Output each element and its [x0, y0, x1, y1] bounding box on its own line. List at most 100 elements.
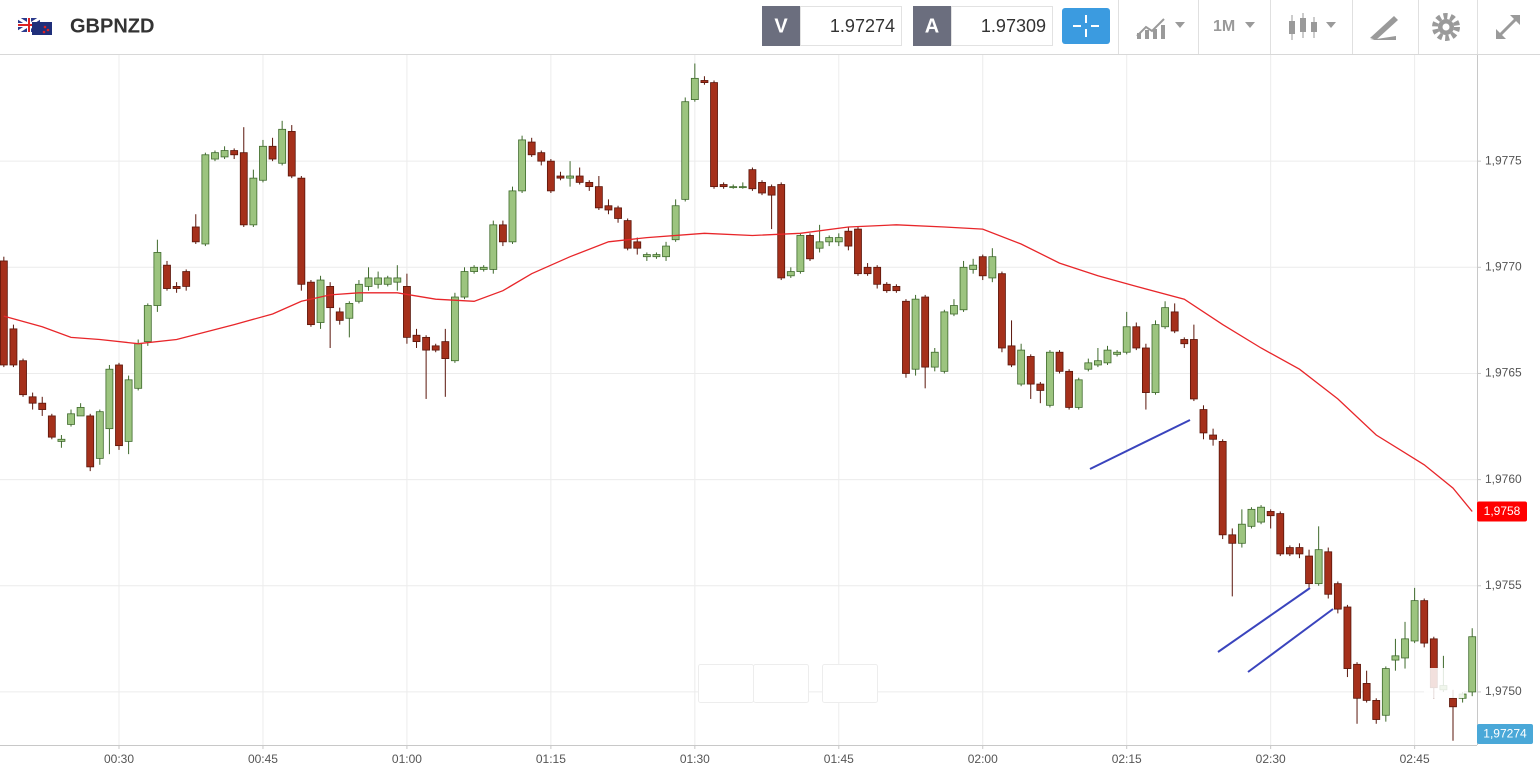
candle-body: [1122, 326, 1131, 353]
candle-body: [921, 296, 930, 368]
candle-body: [834, 237, 843, 243]
candle-body: [1094, 360, 1102, 366]
candle-body: [1324, 551, 1333, 595]
candle-body: [57, 438, 66, 442]
candle-body: [690, 77, 699, 100]
sell-button[interactable]: [762, 6, 800, 46]
candle-body: [383, 277, 392, 285]
candle-body: [585, 181, 594, 188]
y-tick-label: 1,9750: [1485, 684, 1522, 698]
candle-body: [844, 230, 853, 247]
candle-body: [220, 150, 229, 158]
candle-body: [95, 411, 104, 459]
candle-body: [105, 368, 114, 430]
buy-button[interactable]: [913, 6, 951, 46]
ma-price-label: 1,9758: [1484, 504, 1521, 518]
candle-body: [1209, 434, 1217, 440]
candle-body: [28, 396, 37, 404]
candle-body: [556, 175, 565, 179]
candle-body: [815, 241, 824, 249]
candle-body: [489, 224, 498, 270]
candle-body: [326, 286, 335, 309]
hover-panel: [1424, 668, 1464, 698]
ma-price-tag: [1477, 501, 1527, 522]
candle-body: [998, 273, 1006, 349]
candle-body: [767, 186, 776, 196]
candle-body: [0, 260, 8, 366]
crosshair-button[interactable]: [1062, 8, 1110, 44]
toolbar-separators: [1118, 0, 1478, 54]
candle-body: [374, 277, 383, 285]
candle-body: [902, 300, 910, 374]
candle-body: [441, 341, 450, 360]
candle-body: [431, 345, 440, 351]
candle-body: [681, 101, 690, 200]
candle-body: [1113, 351, 1122, 355]
sell-label: V: [774, 15, 788, 37]
x-tick-label: 01:00: [392, 752, 422, 766]
candle-body: [239, 152, 248, 226]
candle-body: [882, 283, 891, 292]
candle-body: [959, 266, 968, 311]
candle-body: [863, 266, 872, 275]
candle-body: [1141, 347, 1150, 393]
candle-body: [1151, 324, 1160, 393]
candle-body: [163, 264, 171, 289]
candle-body: [662, 245, 670, 258]
candle-style-button[interactable]: [1289, 13, 1336, 40]
candle-body: [527, 141, 536, 156]
candle-body: [1353, 663, 1361, 699]
candle-body: [1103, 349, 1112, 364]
candle-body: [1295, 547, 1304, 555]
candle-body: [124, 379, 133, 442]
candle-body: [623, 220, 632, 249]
fullscreen-button[interactable]: [1496, 15, 1520, 39]
candle-body: [786, 271, 795, 277]
zoom-controls[interactable]: [698, 664, 878, 703]
candle-body: [1132, 326, 1141, 349]
candle-body: [566, 175, 574, 179]
y-tick-label: 1,9760: [1485, 472, 1522, 486]
current-price-tag: [1477, 724, 1533, 744]
candle-body: [153, 252, 162, 306]
candle-body: [345, 302, 354, 319]
candle-body: [1372, 700, 1381, 720]
candle-body: [1276, 513, 1285, 555]
candle-body: [930, 351, 939, 368]
x-tick-label: 02:15: [1112, 752, 1142, 766]
candle-body: [700, 80, 709, 83]
candle-body: [777, 184, 786, 279]
candle-body: [518, 139, 526, 192]
timeframe-caret: [1245, 22, 1255, 28]
settings-button[interactable]: [1432, 13, 1460, 41]
y-tick-label: 1,9775: [1485, 153, 1522, 167]
candle-body: [1401, 638, 1409, 659]
candle-body: [1420, 600, 1429, 644]
candle-body: [892, 286, 901, 292]
candle-body: [1333, 583, 1342, 610]
candle-body: [1468, 636, 1477, 693]
candle-body: [9, 328, 18, 366]
candle-body: [614, 207, 622, 219]
candle-body: [393, 277, 402, 283]
candle-body: [1314, 549, 1323, 585]
candle-body: [268, 145, 277, 160]
candle-body: [1228, 534, 1237, 544]
candle-body: [470, 266, 478, 272]
timeframe[interactable]: 1M: [1213, 18, 1235, 35]
candle-body: [1247, 508, 1256, 527]
candle-body: [1084, 362, 1093, 370]
sell-price: 1.97274: [830, 16, 895, 36]
trend-lines[interactable]: [1089, 419, 1334, 673]
candle-body: [1449, 697, 1457, 708]
candle-body: [652, 254, 661, 258]
drawing-tool-button[interactable]: [1370, 16, 1398, 40]
x-tick-label: 01:30: [680, 752, 710, 766]
candle-body: [19, 360, 27, 396]
chart-type-button[interactable]: [1136, 18, 1185, 39]
candle-body: [412, 334, 421, 343]
candle-body: [1170, 311, 1179, 332]
candle-body: [498, 224, 507, 243]
candle-body: [182, 271, 191, 287]
